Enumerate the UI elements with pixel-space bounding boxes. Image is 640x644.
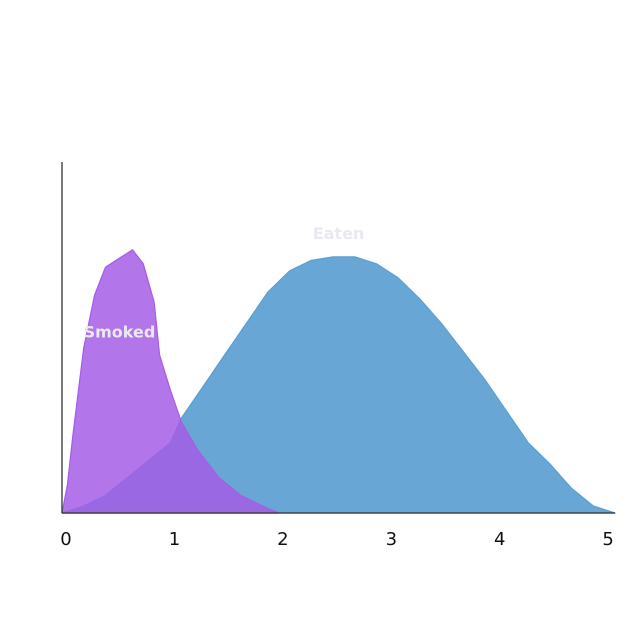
series-labels: Eaten Smoked (84, 224, 365, 341)
x-tick-label: 0 (60, 529, 71, 550)
x-tick-label: 5 (602, 529, 613, 550)
x-tick-label: 1 (169, 529, 180, 550)
series-label-eaten: Eaten (313, 224, 365, 243)
x-tick-labels: 0 1 2 3 4 5 (60, 529, 614, 550)
x-tick-label: 4 (494, 529, 505, 550)
series-area-smoked (61, 249, 280, 514)
series-label-smoked: Smoked (84, 323, 156, 342)
x-tick-label: 2 (277, 529, 288, 550)
series-areas (61, 249, 616, 514)
x-tick-label: 3 (386, 529, 397, 550)
